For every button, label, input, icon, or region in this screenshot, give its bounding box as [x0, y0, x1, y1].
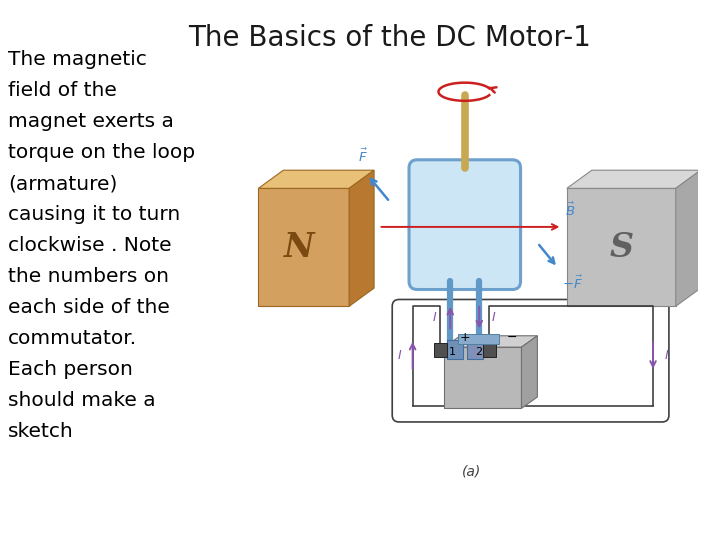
Polygon shape — [521, 336, 537, 408]
Text: each side of the: each side of the — [8, 298, 170, 317]
Bar — [458, 334, 499, 343]
Text: The Basics of the DC Motor-1: The Basics of the DC Motor-1 — [189, 24, 591, 52]
Text: $I$: $I$ — [432, 311, 438, 324]
Text: S: S — [609, 231, 634, 264]
Bar — [483, 342, 495, 357]
Text: should make a: should make a — [8, 391, 156, 410]
Text: −: − — [507, 331, 518, 344]
Polygon shape — [258, 170, 374, 188]
Polygon shape — [467, 340, 483, 359]
Text: N: N — [284, 231, 315, 264]
Text: the numbers on: the numbers on — [8, 267, 169, 286]
Polygon shape — [444, 347, 521, 408]
Text: $\vec{B}$: $\vec{B}$ — [564, 201, 575, 219]
Text: 2: 2 — [475, 347, 482, 357]
Polygon shape — [567, 188, 676, 306]
Text: magnet exerts a: magnet exerts a — [8, 112, 174, 131]
Polygon shape — [349, 170, 374, 306]
Text: field of the: field of the — [8, 81, 117, 100]
Text: (armature): (armature) — [8, 174, 117, 193]
Text: $I$: $I$ — [397, 349, 402, 362]
Text: Each person: Each person — [8, 360, 133, 379]
Bar — [434, 342, 446, 357]
Text: sketch: sketch — [8, 422, 73, 441]
Text: $\vec{F}$: $\vec{F}$ — [358, 147, 368, 165]
FancyBboxPatch shape — [409, 160, 521, 289]
Text: The magnetic: The magnetic — [8, 50, 147, 69]
Polygon shape — [258, 188, 349, 306]
Text: 1: 1 — [449, 347, 456, 357]
Polygon shape — [444, 336, 537, 347]
Polygon shape — [446, 340, 463, 359]
FancyBboxPatch shape — [392, 300, 669, 422]
Text: (a): (a) — [462, 465, 481, 479]
Text: $-\vec{F}$: $-\vec{F}$ — [562, 274, 583, 292]
Text: causing it to turn: causing it to turn — [8, 205, 180, 224]
Text: $I$: $I$ — [490, 311, 496, 324]
Text: +: + — [459, 331, 470, 344]
Polygon shape — [676, 170, 701, 306]
Text: commutator.: commutator. — [8, 329, 137, 348]
Text: torque on the loop: torque on the loop — [8, 143, 195, 162]
Text: clockwise . Note: clockwise . Note — [8, 236, 171, 255]
Text: $I$: $I$ — [665, 349, 670, 362]
Polygon shape — [567, 170, 701, 188]
